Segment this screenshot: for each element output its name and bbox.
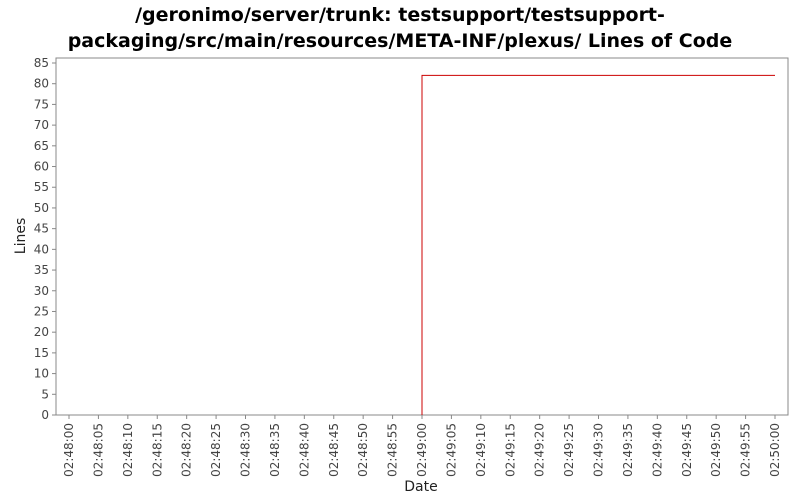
y-tick-label: 60 [34,160,49,174]
x-tick-label: 02:48:20 [180,423,194,477]
x-tick-label: 02:48:10 [121,423,135,477]
x-tick-label: 02:49:35 [621,423,635,477]
x-tick-label: 02:49:55 [739,423,753,477]
y-tick-label: 5 [41,387,49,401]
x-tick-label: 02:49:00 [415,423,429,477]
y-tick-label: 10 [34,367,49,381]
y-tick-label: 15 [34,346,49,360]
x-tick-label: 02:49:25 [562,423,576,477]
y-tick-label: 45 [34,222,49,236]
x-tick-label: 02:48:30 [239,423,253,477]
x-tick-label: 02:49:15 [503,423,517,477]
x-tick-label: 02:48:40 [297,423,311,477]
y-axis-title: Lines [13,218,29,254]
y-tick-label: 65 [34,139,49,153]
y-tick-label: 0 [41,408,49,422]
y-tick-label: 80 [34,77,49,91]
lines-of-code-series-line [421,74,775,415]
y-tick-label: 85 [34,56,49,70]
x-tick-label: 02:49:40 [650,423,664,477]
x-tick-label: 02:49:05 [444,423,458,477]
x-tick-label: 02:48:45 [327,423,341,477]
chart-title-line-2: packaging/src/main/resources/META-INF/pl… [67,30,733,52]
x-tick-label: 02:49:30 [592,423,606,477]
x-axis-ticks: 02:48:00 02:48:05 02:48:10 02:48:15 02:48:20… [62,415,782,477]
y-tick-label: 70 [34,118,49,132]
x-tick-label: 02:48:35 [268,423,282,477]
y-tick-label: 30 [34,284,49,298]
y-tick-label: 35 [34,263,49,277]
y-tick-label: 40 [34,242,49,256]
x-tick-label: 02:48:25 [209,423,223,477]
x-tick-label: 02:48:15 [150,423,164,477]
x-tick-label: 02:48:05 [91,423,105,477]
y-tick-label: 25 [34,304,49,318]
chart-title: /geronimo/server/trunk: testsupport/test… [0,2,800,54]
x-tick-label: 02:49:45 [680,423,694,477]
y-axis-ticks: 0 5 10 15 20 25 30 35 40 45 50 55 60 65 70 75 80 85 [34,56,56,422]
x-tick-label: 02:49:10 [474,423,488,477]
y-tick-label: 55 [34,180,49,194]
y-tick-label: 50 [34,201,49,215]
chart-title-line-1: /geronimo/server/trunk: testsupport/test… [135,4,665,26]
x-tick-label: 02:49:50 [709,423,723,477]
y-tick-label: 75 [34,97,49,111]
y-tick-label: 20 [34,325,49,339]
x-tick-label: 02:48:50 [356,423,370,477]
x-axis-title: Date [404,479,437,495]
x-tick-label: 02:50:00 [768,423,782,477]
x-tick-label: 02:48:00 [62,423,76,477]
x-tick-label: 02:49:20 [533,423,547,477]
x-tick-label: 02:48:55 [386,423,400,477]
series-group [421,74,775,415]
